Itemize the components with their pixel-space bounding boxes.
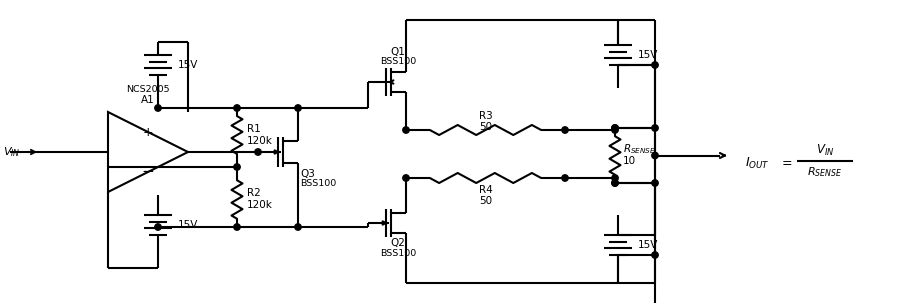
Circle shape: [403, 127, 409, 133]
Text: =: =: [782, 157, 792, 170]
Circle shape: [295, 105, 301, 111]
Text: Q2: Q2: [390, 238, 405, 248]
Circle shape: [254, 149, 262, 155]
Circle shape: [234, 164, 240, 170]
Text: −: −: [142, 165, 155, 179]
Text: R3: R3: [478, 111, 493, 121]
Circle shape: [612, 125, 619, 131]
Text: $V_{IN}$: $V_{IN}$: [815, 143, 834, 158]
Circle shape: [403, 175, 409, 181]
Text: 120k: 120k: [247, 136, 273, 146]
Text: $R_{SENSE}$: $R_{SENSE}$: [623, 143, 656, 156]
Circle shape: [652, 62, 658, 68]
Text: 15V: 15V: [638, 240, 658, 250]
Text: Q1: Q1: [390, 47, 405, 57]
Text: $R_{SENSE}$: $R_{SENSE}$: [807, 166, 842, 179]
Circle shape: [652, 152, 658, 159]
Circle shape: [612, 175, 619, 181]
Circle shape: [155, 105, 161, 111]
Circle shape: [652, 252, 658, 258]
Text: 15V: 15V: [178, 220, 199, 230]
Circle shape: [295, 224, 301, 230]
Text: 120k: 120k: [247, 201, 273, 211]
Text: BSS100: BSS100: [300, 179, 336, 188]
Circle shape: [612, 180, 619, 186]
Circle shape: [612, 180, 619, 186]
Circle shape: [612, 127, 619, 133]
Text: BSS100: BSS100: [380, 58, 416, 66]
Circle shape: [234, 224, 240, 230]
Circle shape: [562, 127, 568, 133]
Text: $V_{IN}$: $V_{IN}$: [3, 145, 21, 159]
Circle shape: [562, 175, 568, 181]
Text: BSS100: BSS100: [380, 248, 416, 258]
Text: +: +: [143, 125, 154, 138]
Text: R4: R4: [478, 185, 493, 195]
Text: 50: 50: [479, 122, 492, 132]
Text: Q3: Q3: [300, 169, 315, 179]
Text: A1: A1: [141, 95, 155, 105]
Circle shape: [652, 180, 658, 186]
Circle shape: [234, 105, 240, 111]
Text: R2: R2: [247, 188, 261, 198]
Text: R1: R1: [247, 124, 261, 134]
Text: 10: 10: [623, 157, 636, 167]
Circle shape: [612, 125, 619, 131]
Text: $I_{OUT}$: $I_{OUT}$: [745, 156, 770, 171]
Text: 15V: 15V: [178, 60, 199, 70]
Circle shape: [155, 224, 161, 230]
Circle shape: [652, 125, 658, 131]
Text: 15V: 15V: [638, 50, 658, 60]
Text: NCS2005: NCS2005: [126, 85, 170, 95]
Text: 50: 50: [479, 196, 492, 206]
